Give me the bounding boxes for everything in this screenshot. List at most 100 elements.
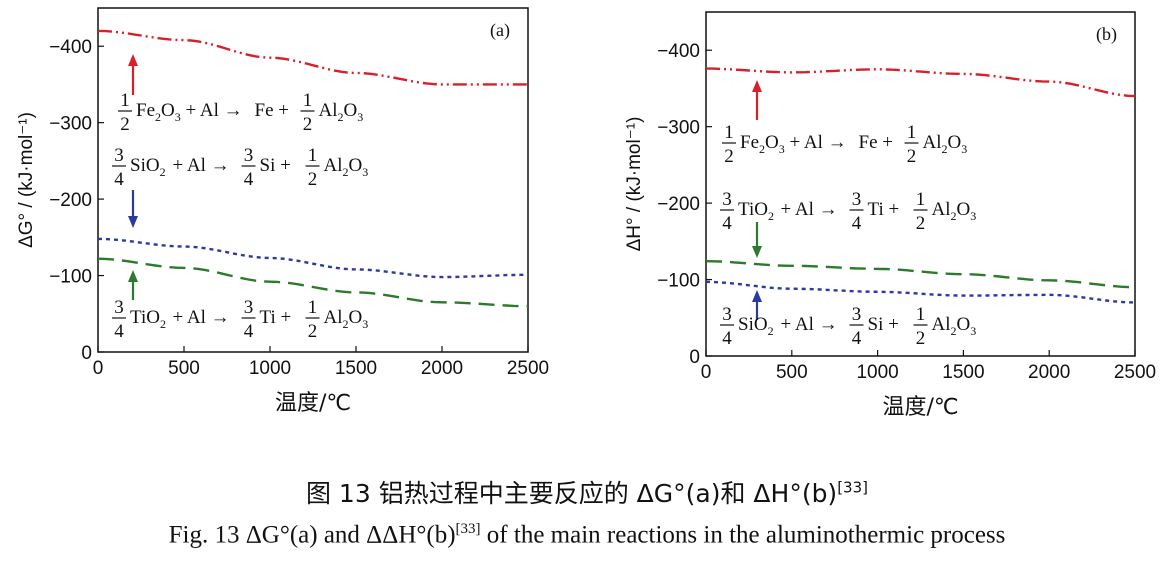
formula: TiO2​ — [130, 307, 166, 331]
formula: Si + — [260, 155, 291, 176]
y-tick-label: −200 — [657, 194, 700, 215]
caption-cn-degree: ° — [789, 479, 802, 508]
caption-en-suffix: of the main reactions in the aluminother… — [480, 521, 1006, 549]
fraction-numerator: 1 — [303, 90, 313, 111]
fraction-denominator: 4 — [852, 213, 862, 234]
fraction-numerator: 1 — [308, 145, 318, 166]
reaction-equation: 1 2 Fe2​O3​+ Al → Fe + 1 2 Al2​O3​ — [118, 90, 363, 135]
fraction-numerator: 3 — [114, 145, 124, 166]
series-line-sio2 — [97, 237, 528, 279]
formula: Fe2​O3​ — [136, 100, 181, 124]
x-tick-label: 1000 — [856, 362, 898, 383]
series-line-tio2 — [705, 260, 1136, 289]
caption-en-mid1: (a) and ΔΔH — [289, 521, 417, 549]
formula: Fe2​O3​ — [740, 132, 785, 156]
x-tick-label: 0 — [93, 358, 104, 379]
fraction-denominator: 2 — [724, 146, 734, 167]
formula: Si + — [868, 314, 899, 335]
caption-cn-mid2: (b) — [801, 479, 838, 508]
annotation-arrow-head — [128, 270, 138, 282]
x-tick-label: 1000 — [249, 358, 291, 379]
y-tick-label: 0 — [689, 347, 700, 368]
caption-en-degree: ° — [416, 521, 427, 549]
series-line-fe2o3 — [97, 29, 528, 86]
formula: SiO2​ — [130, 155, 166, 179]
caption-en-prefix: Fig. 13 ΔG — [168, 521, 280, 549]
panel-label: (a) — [490, 20, 510, 41]
reaction-equation: 3 4 TiO2​ + Al → 3 4 Ti + 1 2 Al2​O3​ — [720, 189, 976, 234]
fraction-denominator: 4 — [722, 328, 732, 349]
fraction-denominator: 2 — [308, 169, 318, 190]
formula: + Al → — [173, 155, 230, 176]
y-tick-label: −100 — [657, 271, 700, 292]
y-tick-label: −400 — [657, 41, 700, 62]
fraction-denominator: 2 — [907, 146, 917, 167]
reaction-equation: 3 4 TiO2​ + Al → 3 4 Ti + 1 2 Al2​O3​ — [112, 297, 368, 342]
reaction-equation: 3 4 SiO2​ + Al → 3 4 Si + 1 2 Al2​O3​ — [720, 304, 976, 349]
plot-frame — [705, 11, 1136, 357]
annotation-arrow-head — [128, 216, 138, 228]
y-axis-label: ΔH° / (kJ·mol⁻¹) — [624, 117, 645, 252]
formula: Al2​O3​ — [324, 155, 369, 179]
caption-en-degree: ° — [279, 521, 290, 549]
fraction-denominator: 4 — [722, 213, 732, 234]
fraction-numerator: 3 — [852, 189, 862, 210]
y-tick-label: −400 — [49, 37, 92, 58]
y-axis-label: ΔG° / (kJ·mol⁻¹) — [16, 112, 37, 248]
annotation-arrow-head — [752, 246, 762, 258]
formula: Al2​O3​ — [932, 314, 977, 338]
y-tick-label: −200 — [49, 190, 92, 211]
fraction-numerator: 1 — [724, 122, 734, 143]
x-axis-label: 温度/℃ — [275, 391, 351, 416]
fraction-numerator: 3 — [722, 189, 732, 210]
formula: Al2​O3​ — [923, 132, 968, 156]
formula: + Al → — [186, 100, 243, 121]
caption-en-reference: [33] — [455, 521, 481, 537]
x-tick-label: 1500 — [335, 358, 377, 379]
fraction-denominator: 4 — [114, 169, 124, 190]
formula: SiO2​ — [738, 314, 774, 338]
caption-cn-reference: [33] — [837, 478, 868, 497]
series-line-tio2 — [97, 257, 528, 308]
fraction-numerator: 1 — [916, 304, 926, 325]
panel-label: (b) — [1096, 24, 1117, 45]
x-tick-label: 2500 — [507, 358, 549, 379]
y-tick-label: −300 — [49, 114, 92, 135]
y-tick-label: 0 — [81, 343, 92, 364]
formula: Al2​O3​ — [319, 100, 364, 124]
formula: + Al → — [173, 307, 230, 328]
fraction-numerator: 1 — [120, 90, 130, 111]
fraction-denominator: 2 — [303, 114, 313, 135]
caption-cn-mid1: (a)和 ΔH — [685, 479, 790, 508]
annotation-arrow-head — [128, 54, 138, 66]
caption-english: Fig. 13 ΔG°(a) and ΔΔH°(b)[33] of the ma… — [0, 521, 1174, 549]
fraction-numerator: 1 — [308, 297, 318, 318]
chart-panel-b: 0 500 1000 1500 2000 2500 0 −100 −200 −300 −400 温度/… — [624, 11, 1156, 420]
formula: + Al → — [781, 314, 838, 335]
series-line-sio2 — [705, 280, 1136, 304]
series-line-fe2o3 — [706, 67, 1136, 98]
caption-chinese: 图 13 铝热过程中主要反应的 ΔG°(a)和 ΔH°(b)[33] — [0, 474, 1174, 510]
reaction-equation: 1 2 Fe2​O3​+ Al → Fe + 1 2 Al2​O3​ — [722, 122, 967, 167]
x-tick-label: 1500 — [942, 362, 984, 383]
y-tick-label: −100 — [49, 267, 92, 288]
formula: + Al → — [790, 132, 847, 153]
chart-panel-a: 0 500 1000 1500 2000 2500 0 −100 −200 −300 −400 温度/… — [16, 7, 549, 416]
x-tick-label: 2500 — [1114, 362, 1156, 383]
fraction-numerator: 3 — [852, 304, 862, 325]
annotation-arrow-head — [752, 80, 762, 92]
formula: Fe + — [859, 132, 893, 153]
annotation-arrow-head — [752, 290, 762, 302]
formula: Fe + — [255, 100, 289, 121]
x-tick-label: 2000 — [1028, 362, 1070, 383]
fraction-numerator: 3 — [114, 297, 124, 318]
x-tick-label: 500 — [776, 362, 808, 383]
fraction-denominator: 2 — [120, 114, 130, 135]
caption-en-mid2: (b) — [426, 521, 456, 549]
formula: Ti + — [868, 199, 900, 220]
x-tick-label: 2000 — [421, 358, 463, 379]
formula: Ti + — [260, 307, 292, 328]
x-tick-label: 0 — [701, 362, 712, 383]
fraction-denominator: 4 — [114, 321, 124, 342]
formula: + Al → — [781, 199, 838, 220]
